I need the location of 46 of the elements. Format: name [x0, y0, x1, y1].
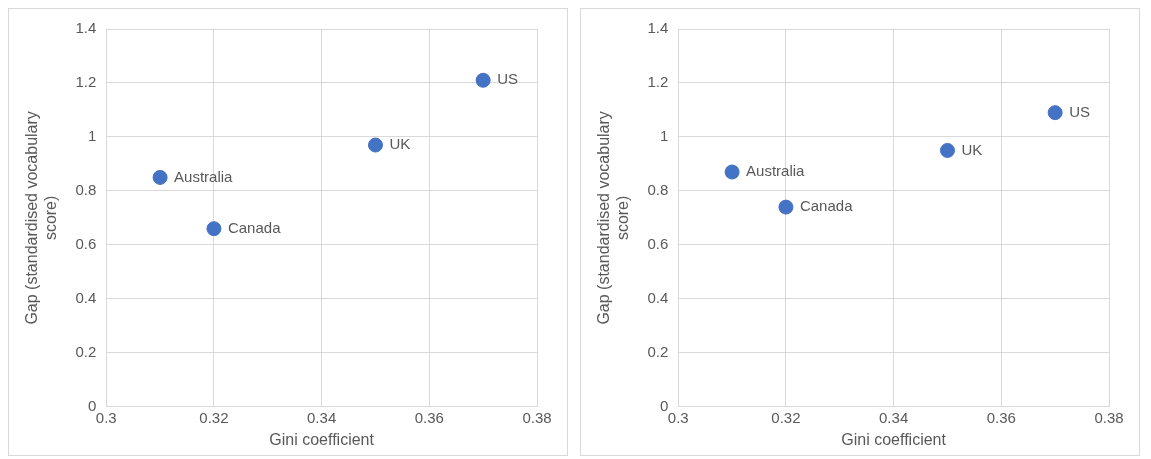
y-tick-label: 0.4	[647, 289, 669, 306]
annotation: Australia	[174, 167, 234, 185]
point	[367, 137, 383, 153]
x-tick-label: 0.36	[986, 408, 1016, 426]
annotation: UK	[961, 140, 983, 158]
x-tick-label: 0.36	[414, 408, 444, 426]
point	[939, 142, 955, 158]
y-axis-title: Gap (standardised vocabulary score)	[23, 111, 60, 325]
x-tick-label: 0.38	[1094, 408, 1124, 426]
x-tick-label: 0.34	[307, 408, 337, 426]
x-tick-label: 0.34	[879, 408, 909, 426]
point	[475, 72, 491, 88]
y-tick-label: 1	[87, 127, 97, 145]
y-tick-label: 1.2	[647, 73, 669, 91]
y-tick-label: 0.8	[75, 181, 97, 199]
y-tick-label: 0.8	[647, 181, 669, 199]
y-tick-label: 1.4	[647, 19, 669, 37]
annotation: US	[497, 70, 518, 88]
annotation: US	[1069, 102, 1090, 120]
y-tick-label: 0	[659, 396, 669, 414]
annotation: Canada	[227, 218, 282, 236]
x-tick-label: 0.38	[522, 408, 552, 426]
y-tick-label: 0.4	[75, 289, 97, 306]
y-tick-label: 1.2	[75, 73, 97, 91]
x-axis-title: Gini coefficient	[841, 430, 947, 448]
y-tick-label: 0.6	[647, 235, 669, 253]
x-axis-title: Gini coefficient	[269, 430, 375, 448]
y-tick-label: 0.2	[75, 342, 97, 360]
point	[152, 169, 168, 185]
y-tick-label: 1	[659, 127, 669, 145]
point	[724, 164, 740, 180]
point	[206, 221, 222, 237]
point	[778, 199, 794, 215]
x-tick-label: 0.3	[667, 408, 689, 426]
annotation: Canada	[799, 197, 854, 215]
y-axis-title: Gap (standardised vocabulary score)	[595, 111, 632, 325]
y-tick-label: 0.2	[647, 342, 669, 360]
x-tick-label: 0.32	[771, 408, 801, 426]
y-tick-label: 0	[87, 396, 97, 414]
x-tick-label: 0.32	[199, 408, 229, 426]
annotation: Australia	[746, 162, 806, 180]
x-tick-label: 0.3	[95, 408, 117, 426]
y-tick-label: 0.6	[75, 235, 97, 253]
point	[1047, 105, 1063, 121]
annotation: UK	[389, 135, 411, 153]
y-tick-label: 1.4	[75, 19, 97, 37]
